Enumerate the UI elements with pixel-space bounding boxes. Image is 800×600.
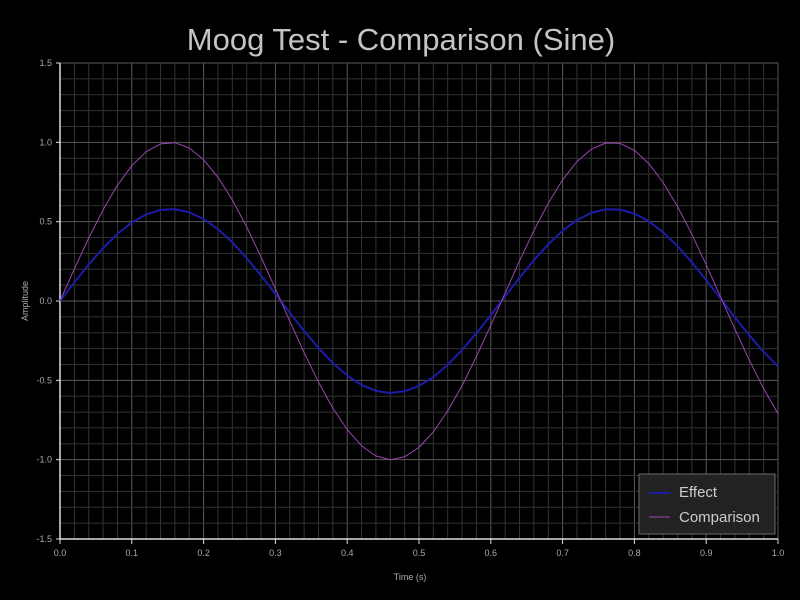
series-line-effect: [59, 208, 779, 394]
x-tick-label: 0.0: [54, 548, 67, 558]
x-tick-label: 0.7: [556, 548, 569, 558]
x-tick-label: 0.3: [269, 548, 282, 558]
x-tick-label: 0.6: [485, 548, 498, 558]
x-axis-label: Time (s): [394, 572, 427, 582]
y-tick-label: -0.5: [36, 375, 52, 385]
chart-title: Moog Test - Comparison (Sine): [187, 22, 615, 57]
series-line-comparison: [59, 142, 779, 461]
x-tick-label: 0.9: [700, 548, 713, 558]
y-axis-label: Amplitude: [20, 281, 30, 321]
y-tick-label: 0.0: [39, 296, 52, 306]
x-tick-label: 0.8: [628, 548, 641, 558]
legend-label-effect: Effect: [679, 484, 718, 501]
x-tick-label: 0.1: [126, 548, 139, 558]
series-lines: [59, 142, 779, 461]
legend-box: [638, 473, 776, 535]
y-tick-label: 0.5: [39, 217, 52, 227]
y-tick-label: 1.5: [39, 58, 52, 68]
x-tick-label: 1.0: [772, 548, 785, 558]
axes: 0.0 0.1 0.2 0.3 0.4 0.5 0.6 0.7 0.8 0.9 1.0 1.5 1.0 0…: [36, 58, 784, 558]
y-tick-label: -1.0: [36, 455, 52, 465]
x-tick-label: 0.5: [413, 548, 426, 558]
y-tick-label: 1.0: [39, 137, 52, 147]
legend: Effect Comparison: [638, 473, 776, 535]
y-tick-label: -1.5: [36, 534, 52, 544]
x-tick-label: 0.2: [197, 548, 210, 558]
legend-label-comparison: Comparison: [679, 509, 760, 526]
x-tick-label: 0.4: [341, 548, 354, 558]
